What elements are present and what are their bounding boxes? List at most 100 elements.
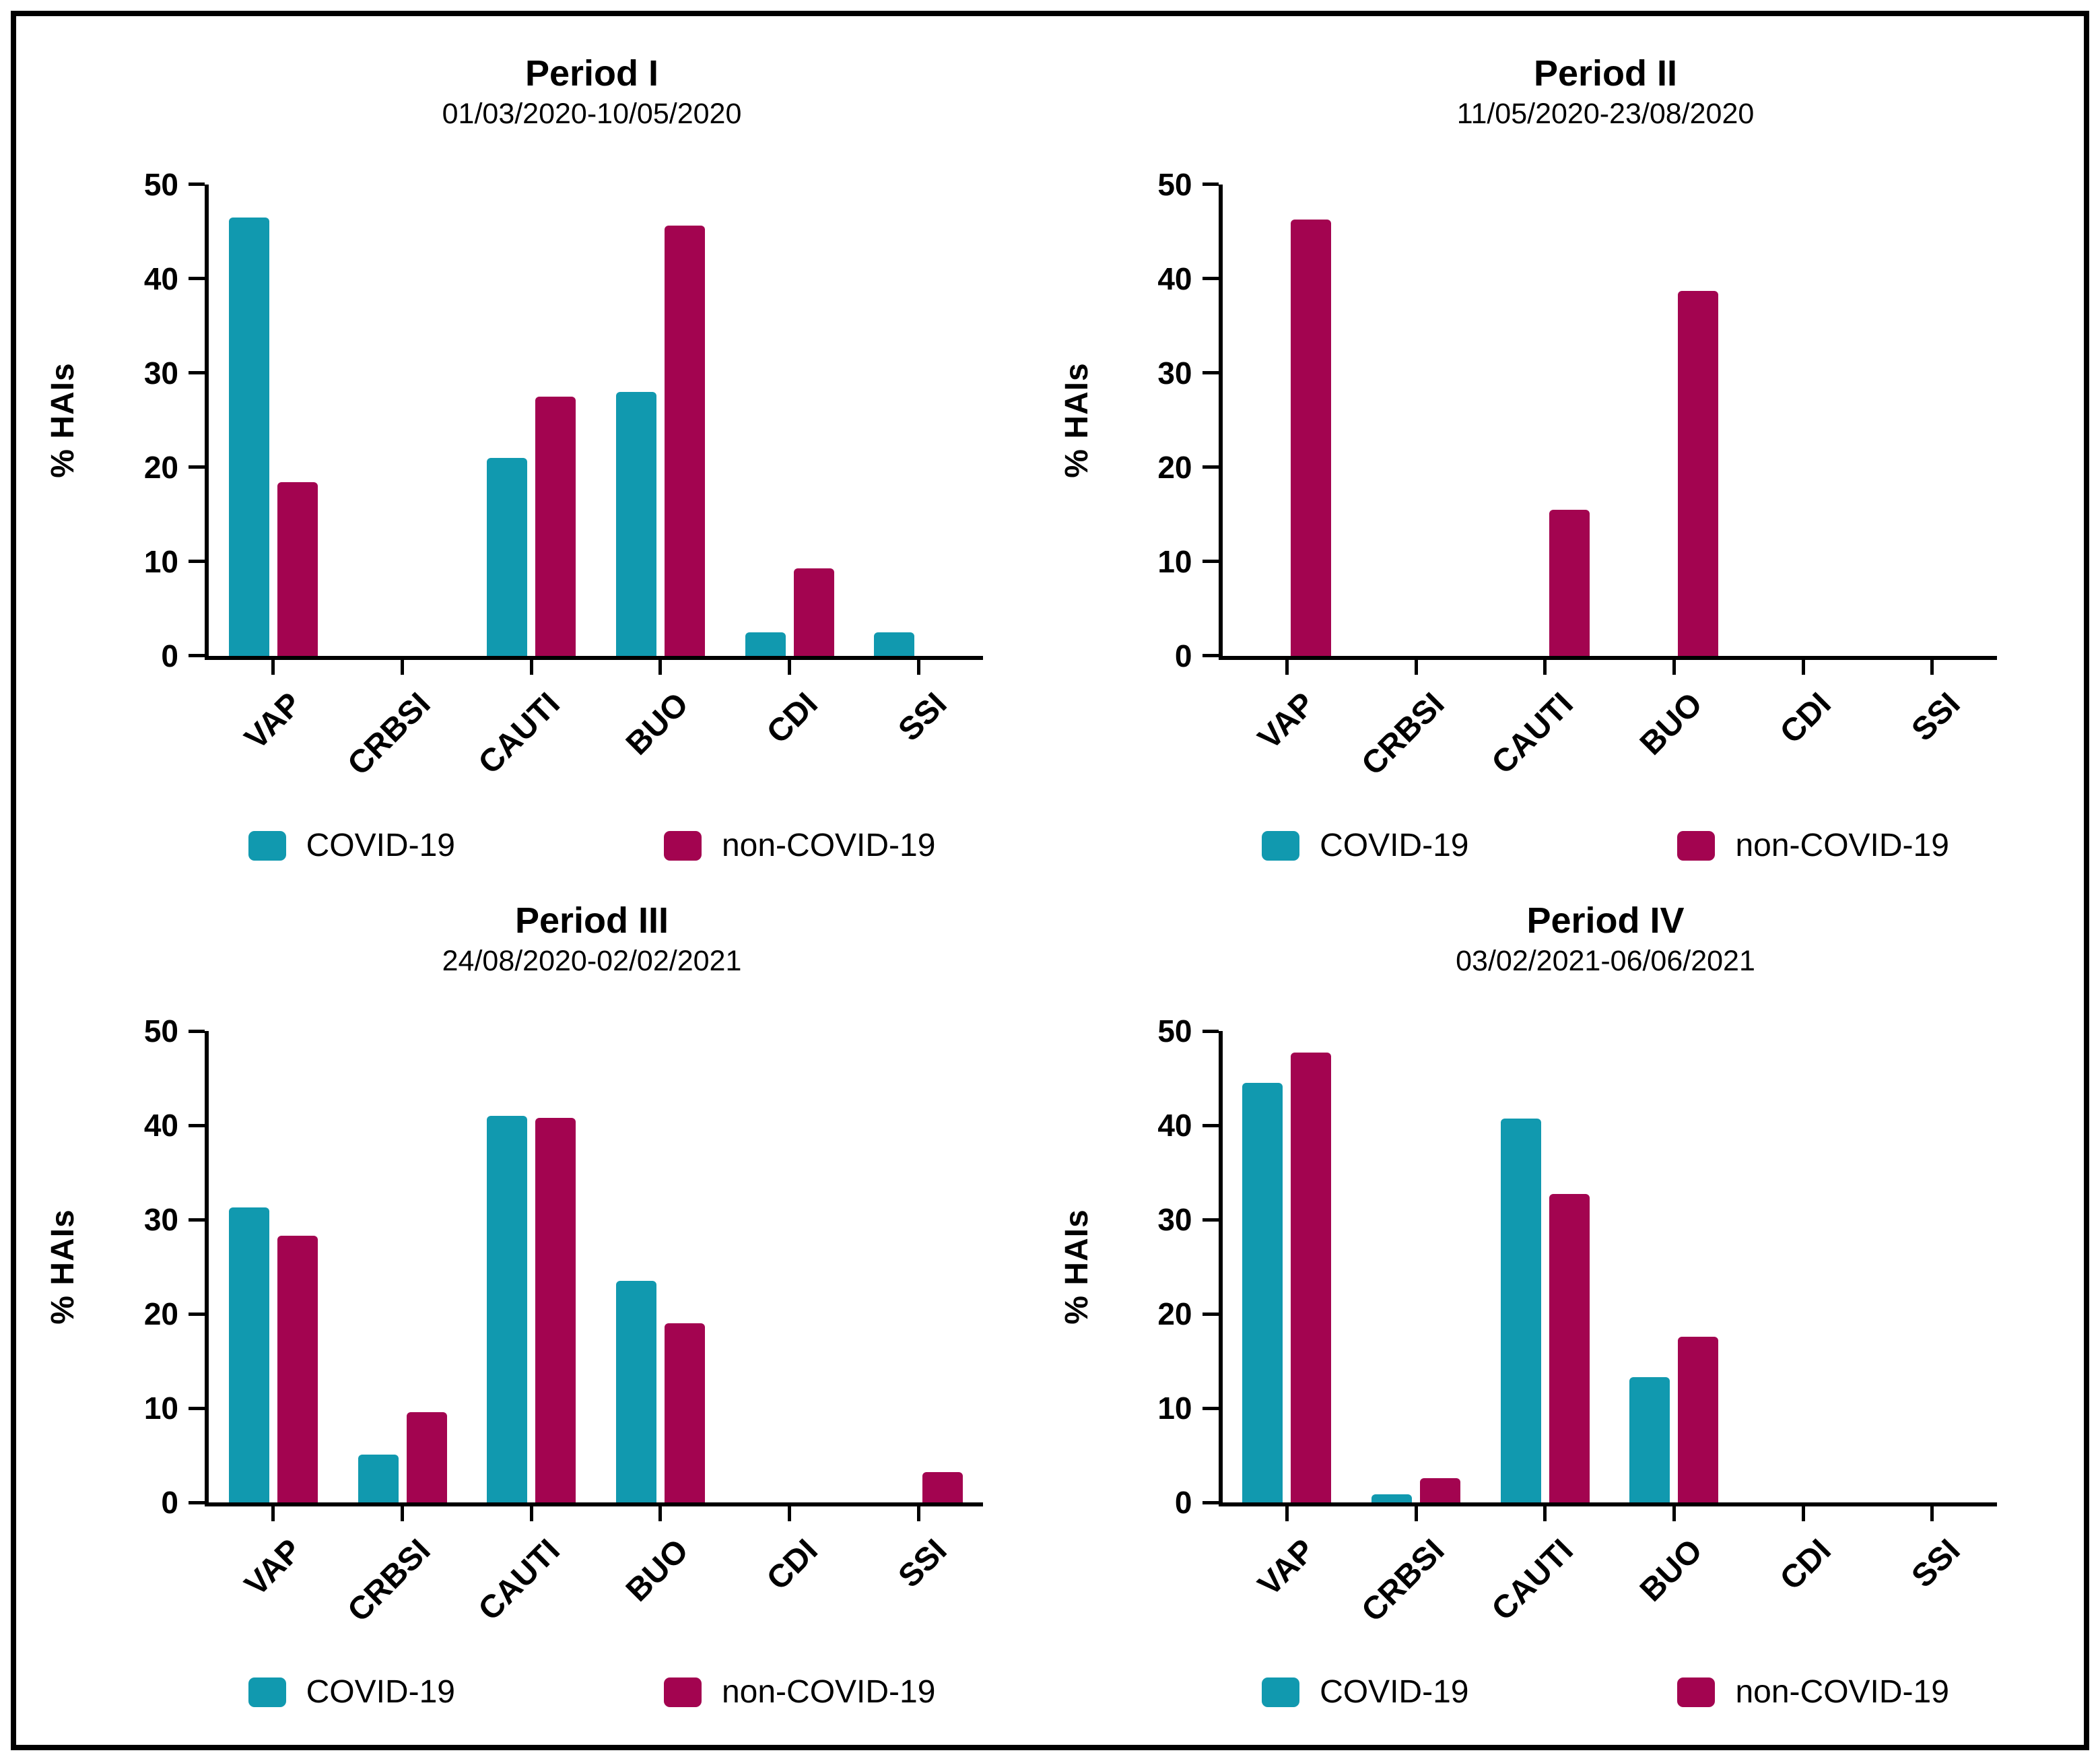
- bar-covid-19: [1500, 1119, 1541, 1503]
- bar-covid-19: [1629, 1377, 1670, 1503]
- chart-subtitle: 24/08/2020-02/02/2021: [442, 944, 742, 977]
- x-axis-tick: [916, 659, 920, 675]
- x-axis-line: [1218, 1502, 1997, 1507]
- bar-covid-19: [1371, 1494, 1412, 1503]
- legend-label: COVID-19: [306, 827, 455, 863]
- x-axis-tick: [271, 1506, 275, 1522]
- x-axis-category-label: CRBSI: [341, 686, 438, 783]
- plot-area: 0 10 20 30 40 50 VAP CRBSI CAUTI BUO CDI SSI: [1157, 1014, 1997, 1629]
- bar-non-covid-19: [664, 226, 705, 656]
- y-axis-tick-label: 10: [1157, 543, 1192, 579]
- x-axis-category-label: CDI: [759, 686, 825, 751]
- chart-title: Period IV: [1526, 900, 1685, 941]
- bar-covid-19: [745, 632, 786, 656]
- bar-covid-19: [487, 457, 528, 656]
- bar-non-covid-19: [277, 482, 318, 656]
- chart-title: Period III: [514, 900, 669, 941]
- plot-wrap: % HAIs 0 10 20 30 40 50 VAP CRBSI CAUTI BUO CDI SSI: [1059, 1014, 1997, 1629]
- legend-item-covid-19: COVID-19: [1262, 1676, 1468, 1708]
- y-axis-tick: [1202, 1029, 1219, 1033]
- y-axis-tick: [1202, 277, 1219, 281]
- x-axis-category-label: CDI: [1773, 1532, 1839, 1597]
- x-axis-tick: [1672, 659, 1676, 675]
- legend-label: COVID-19: [306, 1674, 455, 1710]
- bar-covid-19: [358, 1454, 399, 1503]
- y-axis-tick-label: 50: [1157, 1014, 1192, 1049]
- plot-area: 0 10 20 30 40 50 VAP CRBSI CAUTI BUO CDI SSI: [144, 1014, 983, 1629]
- chart-header: Period IV 03/02/2021-06/06/2021: [1219, 881, 1993, 979]
- x-axis-tick: [1285, 659, 1289, 675]
- y-axis-tick-label: 40: [1157, 261, 1192, 296]
- legend-label: non-COVID-19: [721, 827, 936, 863]
- y-axis-tick: [189, 560, 205, 564]
- legend-swatch: [1262, 1677, 1300, 1708]
- bar-non-covid-19: [664, 1323, 705, 1503]
- chart-period-4: Period IV 03/02/2021-06/06/2021 % HAIs 0…: [1050, 881, 2064, 1728]
- plot-wrap: % HAIs 0 10 20 30 40 50 VAP CRBSI CAUTI BUO CDI SSI: [45, 167, 983, 782]
- x-axis-category-label: BUO: [1633, 1532, 1709, 1609]
- x-axis-tick: [916, 1506, 920, 1522]
- x-axis-category-label: CAUTI: [471, 1532, 567, 1628]
- chart-header: Period III 24/08/2020-02/02/2021: [205, 881, 979, 979]
- bar-non-covid-19: [793, 568, 834, 656]
- chart-period-2: Period II 11/05/2020-23/08/2020 % HAIs 0…: [1050, 34, 2064, 881]
- legend-label: COVID-19: [1320, 827, 1469, 863]
- x-axis-category-label: CDI: [759, 1532, 825, 1597]
- x-axis-category-label: VAP: [238, 686, 309, 757]
- y-axis-tick-label: 50: [143, 166, 178, 202]
- legend-swatch: [248, 830, 286, 861]
- x-axis-category-label: SSI: [1905, 1532, 1967, 1595]
- x-axis-tick: [1543, 1506, 1547, 1522]
- y-axis-tick: [1202, 1312, 1219, 1316]
- bar-covid-19: [615, 391, 656, 656]
- x-axis-category-label: CAUTI: [471, 686, 567, 781]
- y-axis-tick-label: 50: [143, 1014, 178, 1049]
- x-axis-line: [1218, 655, 1997, 660]
- x-axis-tick: [1801, 659, 1805, 675]
- y-axis-label: % HAIs: [45, 1209, 81, 1325]
- chart-subtitle: 03/02/2021-06/06/2021: [1456, 944, 1755, 977]
- bar-non-covid-19: [535, 1118, 576, 1503]
- x-axis-tick: [1285, 1506, 1289, 1522]
- legend-item-covid-19: COVID-19: [248, 1676, 455, 1708]
- x-axis-line: [205, 655, 983, 660]
- x-axis-tick: [1543, 659, 1547, 675]
- y-axis-tick-label: 30: [1157, 1202, 1192, 1238]
- y-axis-tick: [189, 1312, 205, 1316]
- x-axis-tick: [788, 1506, 791, 1522]
- y-axis-tick-label: 40: [1157, 1108, 1192, 1143]
- y-axis-tick: [189, 465, 205, 469]
- x-axis-category-label: BUO: [619, 686, 696, 762]
- y-axis-tick: [1202, 560, 1219, 564]
- x-axis-category-label: CAUTI: [1485, 1532, 1580, 1628]
- y-axis-tick-label: 10: [143, 543, 178, 579]
- legend-label: non-COVID-19: [1735, 1674, 1949, 1710]
- legend-item-covid-19: COVID-19: [1262, 827, 1469, 863]
- chart-title: Period II: [1533, 53, 1678, 94]
- x-axis-tick: [1930, 659, 1934, 675]
- y-axis-tick-label: 10: [1157, 1391, 1192, 1426]
- bar-non-covid-19: [1678, 1336, 1719, 1503]
- y-axis-tick-label: 0: [161, 638, 178, 673]
- legend: COVID-19 non-COVID-19: [1219, 1676, 1993, 1708]
- legend-item-covid-19: COVID-19: [248, 827, 455, 863]
- y-axis-tick-label: 40: [143, 1108, 178, 1143]
- x-axis-category-label: BUO: [619, 1532, 696, 1609]
- y-axis-tick-label: 30: [1157, 355, 1192, 391]
- chart-title: Period I: [524, 53, 659, 94]
- y-axis-tick: [1202, 1123, 1219, 1127]
- y-axis-label: % HAIs: [1058, 362, 1095, 478]
- x-axis-category-label: SSI: [1905, 686, 1967, 748]
- y-axis-tick: [189, 277, 205, 281]
- x-axis-line: [205, 1502, 983, 1507]
- chart-subtitle: 11/05/2020-23/08/2020: [1456, 98, 1755, 131]
- legend-swatch: [663, 1677, 702, 1708]
- x-axis-tick: [529, 1506, 533, 1522]
- x-axis-category-label: VAP: [1251, 1532, 1322, 1603]
- x-axis-tick: [788, 659, 791, 675]
- legend-swatch: [1262, 830, 1300, 861]
- legend-item-non-covid-19: non-COVID-19: [663, 827, 936, 863]
- x-axis-category-label: SSI: [891, 1532, 954, 1595]
- x-axis-tick: [1672, 1506, 1676, 1522]
